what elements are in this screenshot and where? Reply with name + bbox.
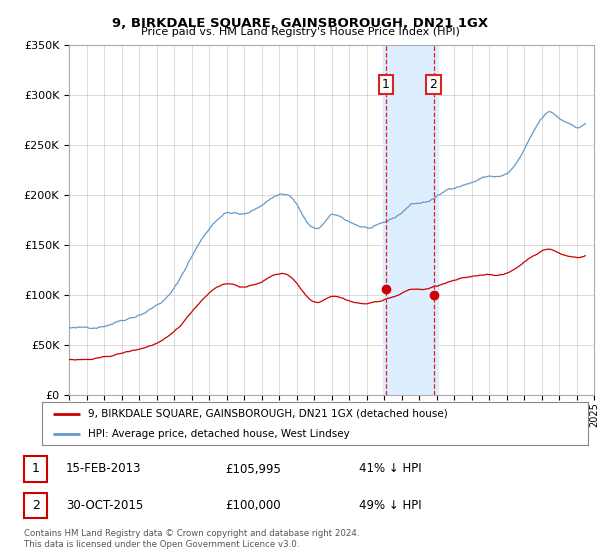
Text: 9, BIRKDALE SQUARE, GAINSBOROUGH, DN21 1GX: 9, BIRKDALE SQUARE, GAINSBOROUGH, DN21 1… — [112, 17, 488, 30]
Text: HPI: Average price, detached house, West Lindsey: HPI: Average price, detached house, West… — [88, 430, 350, 439]
Text: £105,995: £105,995 — [225, 463, 281, 475]
Text: Price paid vs. HM Land Registry's House Price Index (HPI): Price paid vs. HM Land Registry's House … — [140, 27, 460, 37]
Text: £100,000: £100,000 — [225, 499, 281, 512]
FancyBboxPatch shape — [24, 493, 47, 518]
Text: 1: 1 — [382, 78, 390, 91]
Text: 15-FEB-2013: 15-FEB-2013 — [66, 463, 142, 475]
Text: 2: 2 — [32, 499, 40, 512]
Text: 2: 2 — [430, 78, 437, 91]
Text: 49% ↓ HPI: 49% ↓ HPI — [359, 499, 421, 512]
FancyBboxPatch shape — [24, 456, 47, 482]
Text: Contains HM Land Registry data © Crown copyright and database right 2024.
This d: Contains HM Land Registry data © Crown c… — [24, 529, 359, 549]
Text: 1: 1 — [32, 463, 40, 475]
Bar — [383, 45, 438, 395]
Text: 9, BIRKDALE SQUARE, GAINSBOROUGH, DN21 1GX (detached house): 9, BIRKDALE SQUARE, GAINSBOROUGH, DN21 1… — [88, 409, 448, 419]
Text: 30-OCT-2015: 30-OCT-2015 — [66, 499, 143, 512]
Text: 41% ↓ HPI: 41% ↓ HPI — [359, 463, 421, 475]
